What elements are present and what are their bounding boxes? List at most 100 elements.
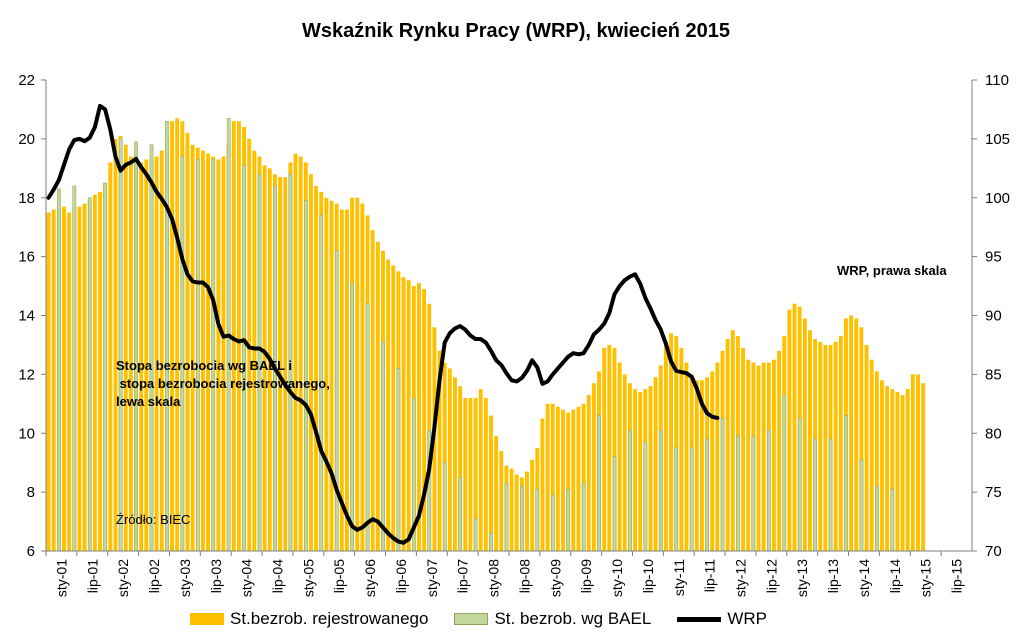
bar-bael xyxy=(350,282,354,552)
bar-bael xyxy=(195,159,200,552)
y-right-tick-label: 75 xyxy=(985,484,1002,501)
x-tick-label: lip-07 xyxy=(455,559,471,593)
x-tick-label: sty-13 xyxy=(794,559,810,597)
bar-bael xyxy=(118,138,123,552)
bar-registered xyxy=(308,174,313,551)
bar-registered xyxy=(787,309,792,551)
legend-label-wrp: WRP xyxy=(727,609,767,628)
bar-registered xyxy=(221,156,226,552)
bar-registered xyxy=(489,415,493,551)
x-tick-label: lip-08 xyxy=(516,559,532,593)
x-tick-label: lip-14 xyxy=(887,559,903,593)
bar-registered xyxy=(473,397,478,551)
bar-registered xyxy=(612,347,617,551)
bar-registered xyxy=(442,362,447,551)
bar-registered xyxy=(576,406,581,551)
bar-registered xyxy=(324,197,329,551)
legend-swatch-registered xyxy=(190,613,224,625)
bar-bael xyxy=(689,447,694,552)
bar-bael xyxy=(381,341,385,552)
bar-registered xyxy=(514,474,519,551)
bar-registered xyxy=(478,389,483,551)
bar-registered xyxy=(386,259,391,551)
bar-bael xyxy=(674,447,679,552)
bar-registered xyxy=(833,341,838,551)
bar-registered xyxy=(890,389,895,551)
x-tick-label: sty-02 xyxy=(115,559,131,597)
bar-registered xyxy=(669,333,674,551)
bar-bael xyxy=(442,462,447,552)
bar-registered xyxy=(406,280,411,551)
bar-registered xyxy=(761,362,766,551)
bar-registered xyxy=(540,418,545,551)
bar-registered xyxy=(236,121,241,552)
bar-bael xyxy=(550,494,555,552)
annotation-line: stopa bezrobocia rejestrowanego, xyxy=(116,376,330,391)
bar-registered xyxy=(468,397,473,551)
bar-bael xyxy=(813,438,817,552)
bar-registered xyxy=(622,374,627,552)
bar-bael xyxy=(658,430,663,552)
annotation-left-scale: Stopa bezrobocia wg BAEL i stopa bezrobo… xyxy=(116,357,330,411)
bar-registered xyxy=(561,409,565,551)
bar-registered xyxy=(905,389,910,551)
bar-registered xyxy=(355,197,360,551)
bar-registered xyxy=(427,303,432,551)
bar-registered xyxy=(808,330,812,551)
bar-registered xyxy=(699,380,704,551)
bar-registered xyxy=(555,406,560,551)
bar-registered xyxy=(823,344,828,551)
bar-registered xyxy=(231,121,236,552)
y-left-tick-label: 12 xyxy=(18,366,35,383)
bar-registered xyxy=(293,153,298,551)
bar-registered xyxy=(648,386,653,551)
bar-bael xyxy=(782,394,787,552)
bar-registered xyxy=(46,212,51,551)
bar-registered xyxy=(458,386,463,551)
bar-bael xyxy=(489,533,493,552)
x-tick-label: sty-08 xyxy=(486,559,502,597)
x-tick-label: sty-05 xyxy=(300,559,316,597)
bar-registered xyxy=(159,150,164,551)
bar-bael xyxy=(797,418,802,552)
y-right-tick-label: 95 xyxy=(985,249,1002,266)
y-left-tick-label: 20 xyxy=(18,131,35,148)
bar-bael xyxy=(396,368,401,552)
x-tick-label: lip-05 xyxy=(331,559,347,593)
bar-registered xyxy=(329,200,334,551)
x-tick-label: sty-09 xyxy=(547,559,563,597)
bar-registered xyxy=(715,362,720,551)
bar-registered xyxy=(638,392,643,551)
bar-registered xyxy=(51,209,56,551)
x-tick-label: lip-01 xyxy=(84,559,100,593)
bar-registered xyxy=(874,371,879,551)
bar-bael xyxy=(211,159,216,552)
bar-bael xyxy=(165,120,169,552)
bar-registered xyxy=(591,383,596,551)
x-tick-label: sty-04 xyxy=(239,559,255,597)
bar-registered xyxy=(730,330,735,551)
chart-title: Wskaźnik Rynku Pracy (WRP), kwiecień 201… xyxy=(302,20,730,42)
legend-item-registered: St.bezrob. rejestrowanego xyxy=(190,609,428,629)
y-right-tick-label: 85 xyxy=(985,366,1002,383)
bar-bael xyxy=(720,418,725,552)
bar-registered xyxy=(185,132,190,552)
x-tick-label: lip-12 xyxy=(763,559,779,593)
bar-registered xyxy=(746,359,751,551)
y-right-tick-label: 110 xyxy=(985,72,1009,89)
x-tick-label: sty-11 xyxy=(671,559,687,596)
bar-registered xyxy=(370,230,375,551)
legend: St.bezrob. rejestrowanego St. bezrob. wg… xyxy=(190,606,793,632)
bar-registered xyxy=(710,371,715,551)
bar-registered xyxy=(674,336,679,551)
bar-bael xyxy=(705,438,709,552)
bar-registered xyxy=(921,383,926,551)
bar-registered xyxy=(123,144,128,551)
x-tick-label: lip-02 xyxy=(146,559,162,593)
bar-registered xyxy=(581,403,586,551)
bar-registered xyxy=(375,241,380,551)
bar-registered xyxy=(139,162,144,551)
y-left-tick-label: 10 xyxy=(18,425,35,442)
bar-bael xyxy=(859,459,864,552)
bar-registered xyxy=(509,468,514,551)
